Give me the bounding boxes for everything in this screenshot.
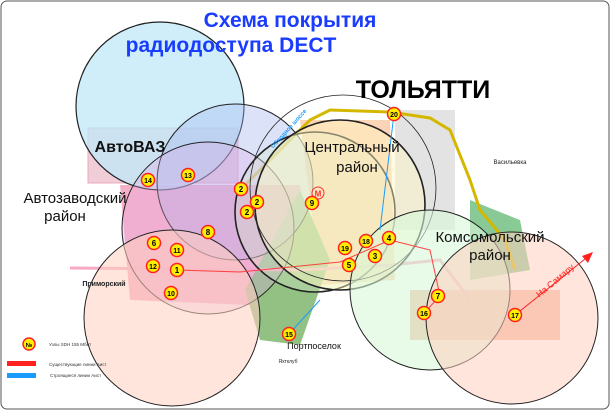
legend-existing-label: Существующие линии Аист [49, 362, 107, 367]
sdh-node-label: 6 [152, 239, 157, 248]
coverage-zone-primorsky [83, 229, 261, 407]
sdh-node-marker [386, 106, 402, 122]
sdh-node-marker [169, 242, 185, 258]
place-primorsky: Приморский [82, 280, 125, 288]
sdh-node-label: 2 [255, 198, 260, 207]
map-title-line2: радиодоступа DECT [126, 34, 337, 57]
sdh-node-marker [304, 195, 320, 211]
sdh-node-label: 10 [167, 291, 175, 298]
district-komsomolsky-line2: район [469, 247, 511, 264]
legend-building-swatch [7, 373, 36, 378]
sdh-node-label: 17 [511, 313, 519, 320]
sdh-node-label: 15 [285, 332, 293, 339]
coverage-zone-avtovaz [75, 21, 245, 191]
sdh-node-label: 13 [184, 173, 192, 180]
sdh-node-marker [337, 240, 353, 256]
sdh-node-marker [163, 285, 179, 301]
district-avtozavodsky-line2: район [44, 208, 86, 225]
sdh-node-label: 5 [347, 261, 352, 270]
legend-node-icon [22, 337, 36, 351]
sdh-node-label: 1 [175, 266, 180, 275]
sdh-node-marker [381, 230, 397, 246]
sdh-node-marker [249, 194, 265, 210]
sdh-node-label: 16 [420, 311, 428, 318]
sdh-node-marker [358, 233, 374, 249]
place-portposelok: Портпоселок [287, 341, 341, 351]
district-central-line1: Центральный [304, 139, 399, 156]
building-line [288, 113, 395, 335]
district-avtozavodsky-line1: Автозаводский [23, 190, 126, 207]
sdh-node-label: 14 [144, 178, 152, 185]
sdh-node-marker [430, 288, 446, 304]
sdh-node-label: 7 [436, 292, 441, 301]
sdh-node-label: 18 [362, 239, 370, 246]
sdh-node-label: 8 [206, 228, 211, 237]
sdh-node-marker [180, 167, 196, 183]
sdh-node-marker [281, 326, 297, 342]
sdh-node-marker [200, 224, 216, 240]
sdh-node-label: 19 [341, 246, 349, 253]
sdh-node-label: 4 [387, 234, 392, 243]
sdh-node-marker [169, 262, 185, 278]
sdh-node-label: 3 [373, 252, 378, 261]
legend-building-label: Строящиеся линии Аист [50, 373, 101, 378]
sdh-node-marker [507, 307, 523, 323]
sdh-node-marker [140, 172, 156, 188]
district-avtovaz: АвтоВАЗ [95, 139, 166, 156]
legend-node-label: Узлы SDH 155 Мбит [49, 342, 91, 347]
sdh-node-marker [367, 248, 383, 264]
sdh-node-marker [341, 257, 357, 273]
map-title-line1: Схема покрытия [204, 9, 377, 32]
arrow-icon [582, 252, 593, 263]
sdh-node-label: 20 [390, 112, 398, 119]
sdh-node-label: 2 [245, 208, 250, 217]
sdh-node-marker [239, 204, 255, 220]
legend: № Узлы SDH 155 Мбит Существующие линии А… [7, 337, 107, 378]
metro-marker-text: M [315, 190, 322, 199]
sdh-node-label: 2 [239, 185, 244, 194]
coverage-circles [75, 21, 599, 407]
coverage-zone-20 [249, 94, 437, 282]
to-samara-line [514, 254, 591, 316]
sdh-node-label: 12 [149, 264, 157, 271]
legend-node-symbol: № [26, 342, 33, 349]
district-central-line2: район [336, 159, 378, 176]
place-yachtclub: Яхтклуб [279, 359, 298, 365]
sdh-node-label: 11 [173, 248, 181, 255]
sdh-node-marker [233, 181, 249, 197]
sdh-node-marker [416, 305, 432, 321]
place-vasilyevka: Васильевка [494, 160, 528, 166]
district-komsomolsky-line1: Комсомольский [435, 229, 544, 246]
sdh-node-marker [145, 258, 161, 274]
sdh-node-marker [146, 235, 162, 251]
legend-existing-swatch [7, 361, 36, 366]
bypass-road [238, 108, 517, 271]
sdh-node-label: 9 [310, 199, 315, 208]
city-name: ТОЛЬЯТТИ [356, 76, 491, 104]
